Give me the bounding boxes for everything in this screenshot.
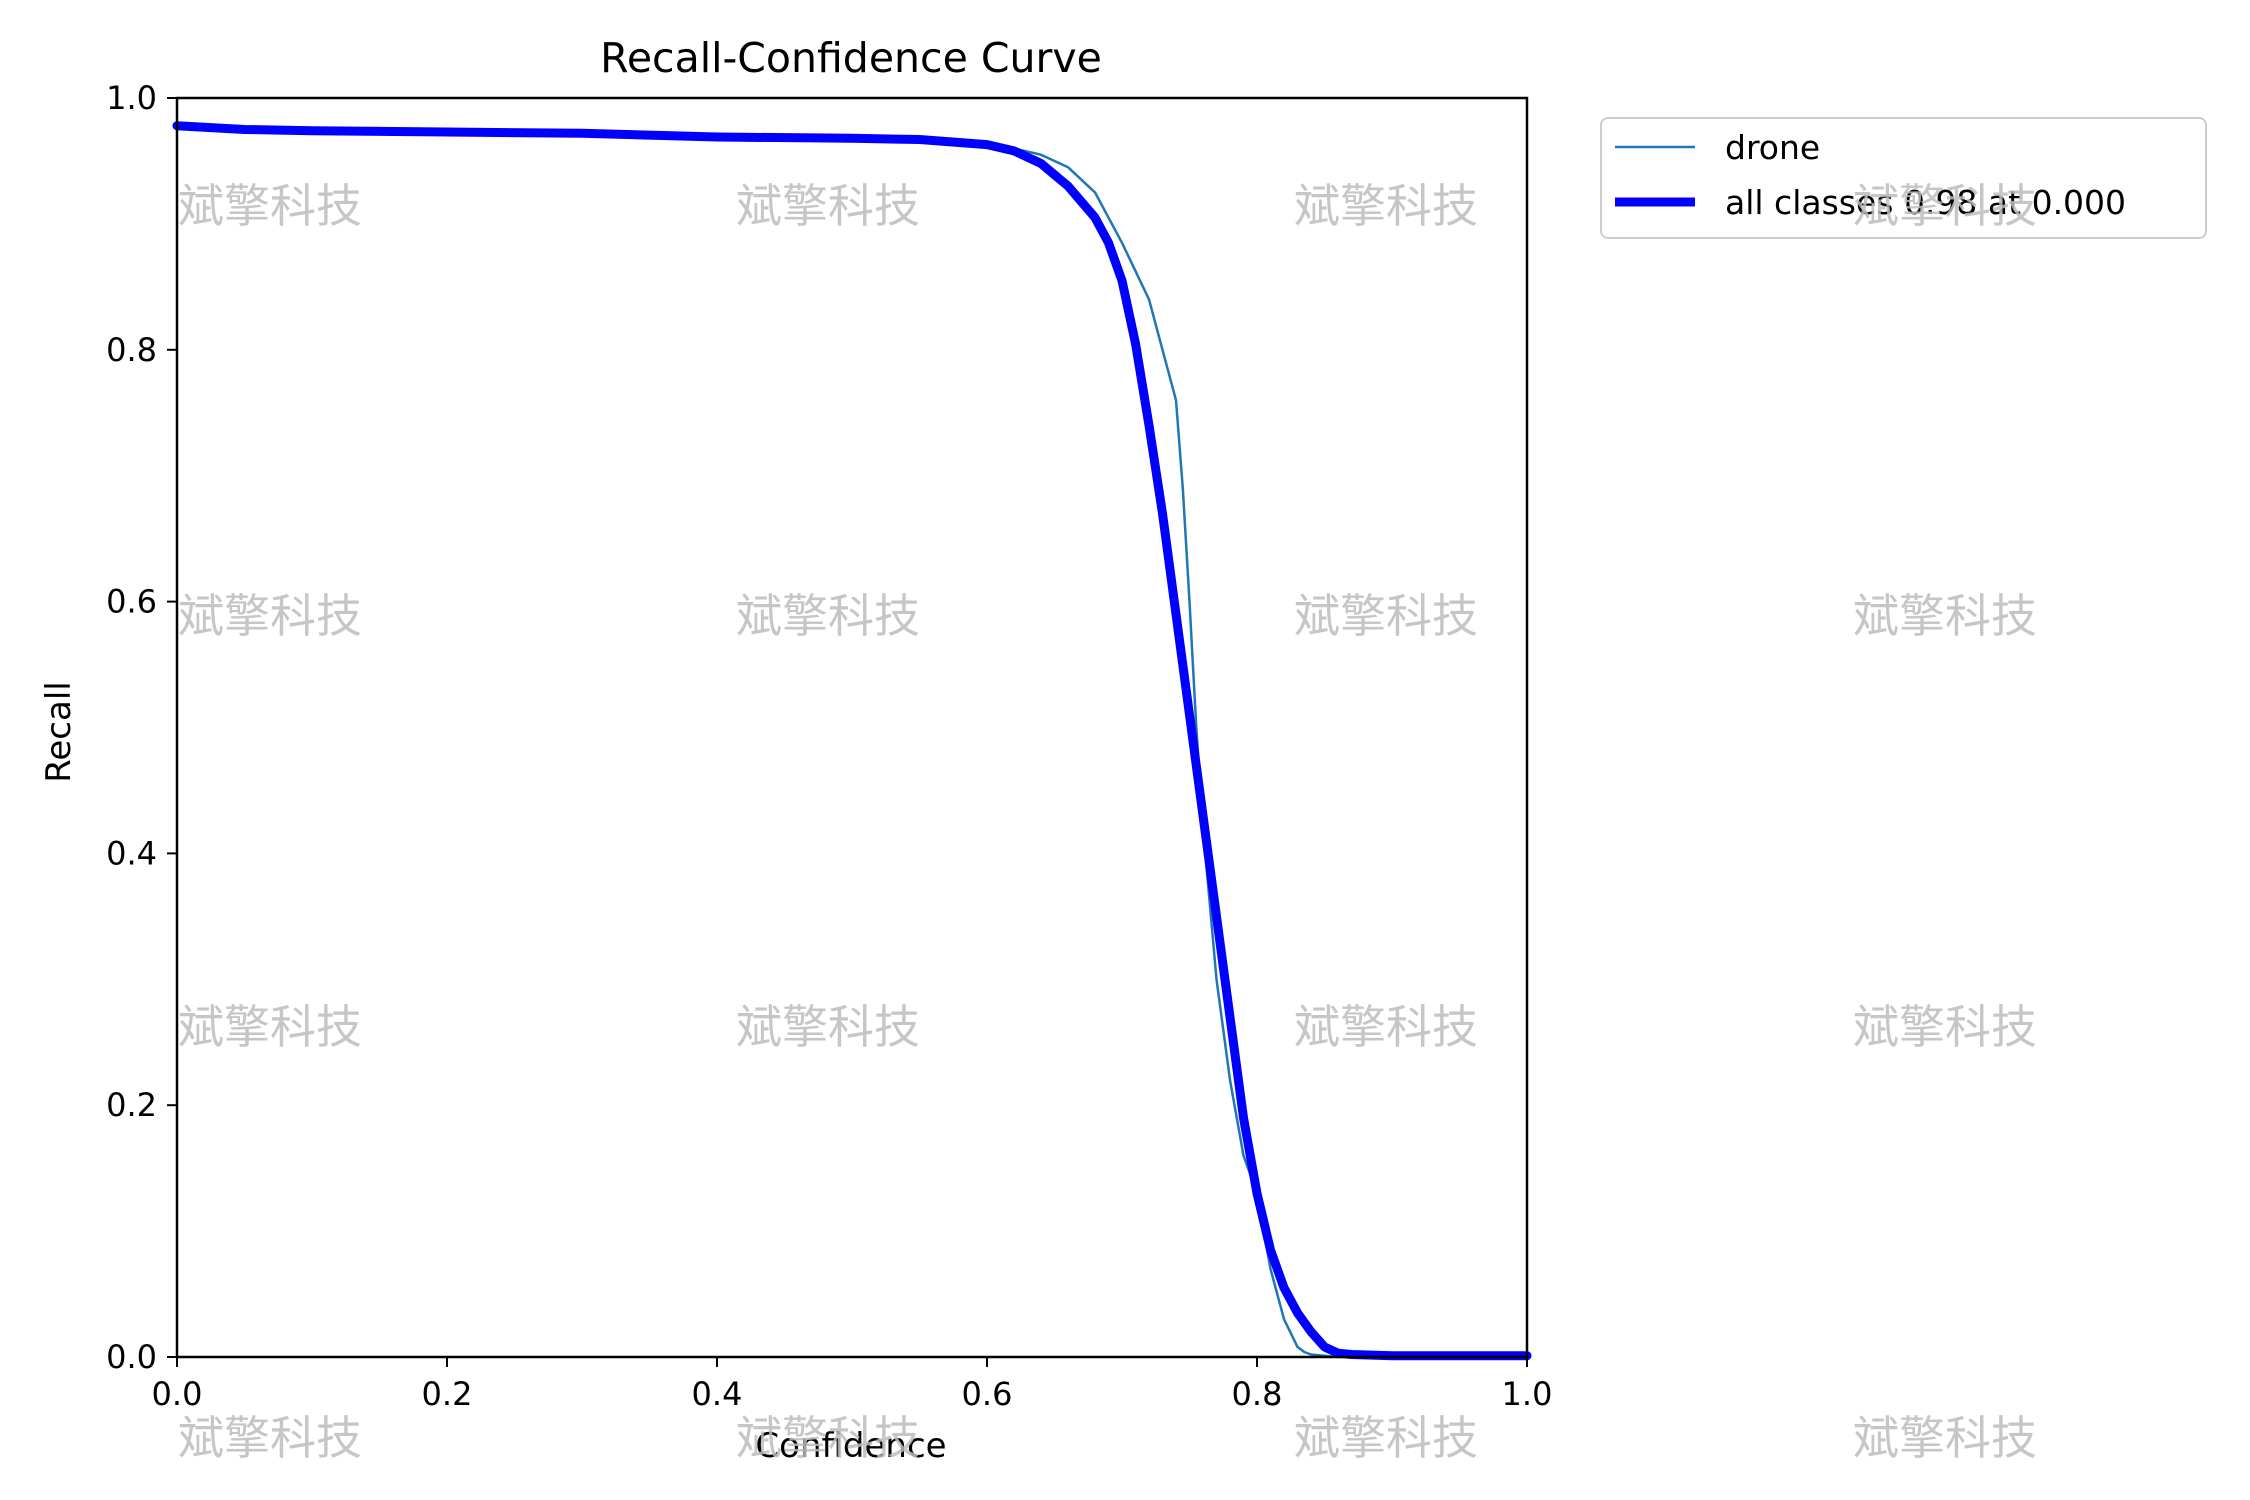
x-tick-label: 0.6 <box>962 1375 1013 1413</box>
legend-label-all-classes: all classes 0.98 at 0.000 <box>1725 183 2126 222</box>
watermark-text: 斌擎科技 <box>1853 589 2037 643</box>
watermark-text: 斌擎科技 <box>1853 1000 2037 1054</box>
y-axis-title: Recall <box>39 681 79 782</box>
x-tick-label: 0.0 <box>152 1375 203 1413</box>
watermark-text: 斌擎科技 <box>736 1000 920 1054</box>
x-tick-label: 1.0 <box>1502 1375 1553 1413</box>
ticks-layer: 0.0 0.2 0.4 0.6 0.8 1.0 0.0 0.2 0.4 0.6 0.8 1.0 <box>106 79 1552 1413</box>
watermark-text: 斌擎科技 <box>1294 1000 1478 1054</box>
x-axis-title: Confidence <box>755 1426 946 1466</box>
y-tick-label: 0.6 <box>106 583 157 621</box>
x-tick-label: 0.2 <box>422 1375 473 1413</box>
series-line-all-classes <box>172 121 1532 1361</box>
series-layer <box>172 121 1532 1361</box>
watermark-text: 斌擎科技 <box>178 589 362 643</box>
watermark-text: 斌擎科技 <box>736 1411 920 1465</box>
y-tick-label: 0.2 <box>106 1086 157 1124</box>
watermark-text: 斌擎科技 <box>736 179 920 233</box>
watermark-text: 斌擎科技 <box>1294 1411 1478 1465</box>
x-tick-label: 0.8 <box>1232 1375 1283 1413</box>
watermark-text: 斌擎科技 <box>1853 179 2037 233</box>
y-tick-label: 0.8 <box>106 331 157 369</box>
watermark-text: 斌擎科技 <box>1294 179 1478 233</box>
watermark-text: 斌擎科技 <box>1853 1411 2037 1465</box>
legend: drone all classes 0.98 at 0.000 <box>1600 117 2207 239</box>
watermark-text: 斌擎科技 <box>736 589 920 643</box>
y-tick-label: 0.4 <box>106 834 157 872</box>
y-tick-label: 1.0 <box>106 79 157 117</box>
watermark-text: 斌擎科技 <box>178 1000 362 1054</box>
watermark-text: 斌擎科技 <box>1294 589 1478 643</box>
x-tick-label: 0.4 <box>692 1375 743 1413</box>
chart-title: Recall-Confidence Curve <box>600 34 1102 82</box>
y-tick-label: 0.0 <box>106 1338 157 1376</box>
watermark-text: 斌擎科技 <box>178 179 362 233</box>
watermark-text: 斌擎科技 <box>178 1411 362 1465</box>
legend-box <box>1600 117 2207 239</box>
watermark-layer: 斌擎科技 斌擎科技 斌擎科技 斌擎科技 斌擎科技 斌擎科技 斌擎科技 斌擎科技 … <box>178 179 2037 1465</box>
legend-label-drone: drone <box>1725 128 1820 167</box>
plot-frame <box>175 96 1529 1359</box>
